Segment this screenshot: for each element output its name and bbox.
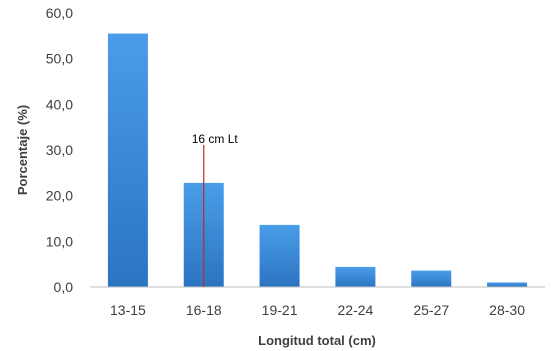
x-axis-tick-labels: 13-15 16-18 19-21 22-24 25-27 28-30	[110, 302, 525, 318]
x-tick-label: 25-27	[413, 302, 449, 318]
y-axis-title: Porcentaje (%)	[15, 105, 30, 195]
x-tick-label: 13-15	[110, 302, 146, 318]
x-tick-label: 16-18	[186, 302, 222, 318]
y-tick-label: 30,0	[46, 142, 73, 158]
y-tick-label: 40,0	[46, 96, 73, 112]
annotation-label: 16 cm Lt	[192, 132, 239, 146]
bar-13-15	[107, 33, 148, 287]
annotation: 16 cm Lt	[192, 132, 239, 287]
bar-19-21	[259, 224, 300, 287]
y-tick-label: 10,0	[46, 233, 73, 249]
bar-28-30	[487, 282, 528, 287]
x-tick-label: 22-24	[338, 302, 374, 318]
y-tick-label: 50,0	[46, 51, 73, 67]
bar-25-27	[411, 270, 452, 287]
bar-22-24	[335, 266, 376, 287]
bars	[107, 33, 528, 287]
y-tick-label: 20,0	[46, 188, 73, 204]
x-tick-label: 28-30	[489, 302, 525, 318]
y-tick-label: 0,0	[54, 279, 74, 295]
y-axis-tick-labels: 0,0 10,0 20,0 30,0 40,0 50,0 60,0	[46, 5, 73, 295]
x-tick-label: 19-21	[262, 302, 298, 318]
y-tick-label: 60,0	[46, 5, 73, 21]
x-axis-title: Longitud total (cm)	[258, 333, 376, 348]
